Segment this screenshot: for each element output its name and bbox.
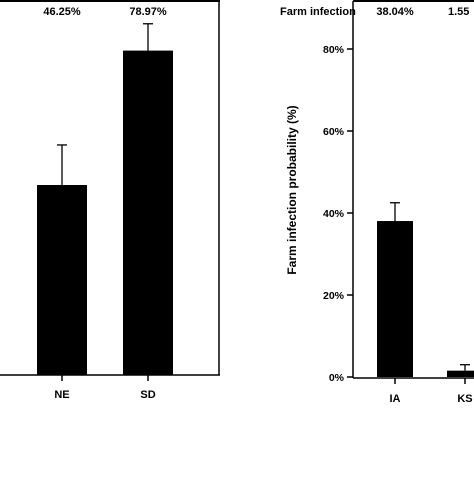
left-bar-ne bbox=[37, 185, 87, 375]
annotation-sd: 78.97% bbox=[129, 6, 167, 18]
y-tick-label-80: 80% bbox=[323, 44, 345, 56]
annotation-ks: 1.55 bbox=[448, 6, 469, 18]
y-tick-label-40: 40% bbox=[323, 208, 345, 220]
annotation-ia: 38.04% bbox=[376, 6, 414, 18]
y-tick-label-20: 20% bbox=[323, 290, 345, 302]
category-label-ks: KS bbox=[457, 393, 472, 405]
y-tick-label-60: 60% bbox=[323, 126, 345, 138]
category-label-sd: SD bbox=[140, 389, 155, 401]
right-y-ticks: 0% 20% 40% 60% 80% bbox=[323, 44, 353, 384]
right-bar-ks bbox=[447, 370, 474, 377]
right-panel: Farm infection 38.04% 1.55 Farm infectio… bbox=[280, 0, 474, 405]
left-panel: 46.25% 78.97% NE SD bbox=[0, 0, 220, 401]
annotation-ne: 46.25% bbox=[43, 6, 81, 18]
category-label-ia: IA bbox=[390, 393, 401, 405]
y-tick-label-0: 0% bbox=[329, 372, 345, 384]
right-bars bbox=[377, 202, 474, 377]
left-bars bbox=[37, 23, 173, 375]
category-label-ne: NE bbox=[54, 389, 69, 401]
header-label: Farm infection bbox=[280, 6, 356, 18]
right-bar-ia bbox=[377, 221, 413, 377]
left-bar-sd bbox=[123, 50, 173, 375]
y-axis-label: Farm infection probability (%) bbox=[285, 105, 299, 274]
